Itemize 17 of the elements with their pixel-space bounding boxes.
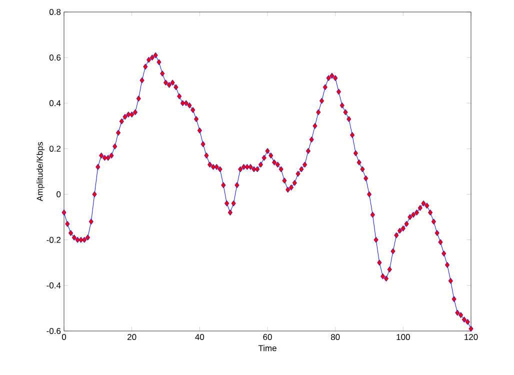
x-tick-label: 0 <box>62 334 66 340</box>
y-tick-label: 0.8 <box>49 8 61 15</box>
y-tick-label: 0.2 <box>49 146 61 152</box>
y-axis-title: Amplitude/Kbps <box>36 142 44 202</box>
x-tick-label: 120 <box>464 334 478 340</box>
x-tick-label: 80 <box>330 334 340 340</box>
y-tick-label: 0.6 <box>49 54 61 61</box>
y-tick-label: -0.2 <box>46 236 61 243</box>
y-tick-label: -0.6 <box>46 328 61 334</box>
y-tick-label: 0 <box>56 191 61 198</box>
y-tick-label: 0.4 <box>49 100 61 106</box>
x-axis-title: Time <box>258 344 276 352</box>
y-tick-label: -0.4 <box>46 282 61 288</box>
x-tick-label: 40 <box>195 334 204 340</box>
x-tick-label: 100 <box>396 334 410 340</box>
x-tick-label: 20 <box>128 334 136 340</box>
x-tick-label: 60 <box>263 334 272 340</box>
